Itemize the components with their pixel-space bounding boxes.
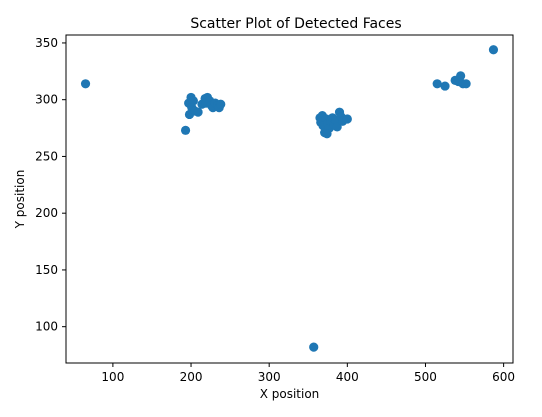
scatter-point-0	[80, 79, 91, 89]
points-layer	[80, 45, 499, 352]
scatter-point-39	[432, 79, 442, 89]
y-tick-label-3: 250	[35, 149, 58, 163]
plot-frame	[65, 34, 514, 364]
scatter-point-38	[309, 342, 319, 352]
scatter-point-33	[332, 122, 342, 132]
scatter-point-8	[193, 107, 203, 117]
scatter-point-40	[440, 81, 450, 91]
y-tick-label-2: 200	[35, 206, 58, 220]
scatter-point-43	[456, 71, 466, 81]
y-tick-label-1: 150	[35, 263, 58, 277]
x-axis-label: X position	[260, 387, 320, 401]
y-axis-label: Y position	[13, 170, 27, 230]
scatter-point-45	[461, 79, 471, 89]
scatter-point-6	[180, 125, 191, 135]
x-tick-label-1: 200	[180, 370, 203, 384]
x-tick-label-2: 300	[258, 370, 281, 384]
scatter-point-28	[322, 129, 332, 139]
scatter-point-37	[342, 114, 352, 124]
scatter-point-46	[488, 45, 499, 55]
chart-title: Scatter Plot of Detected Faces	[190, 16, 401, 32]
x-tick-label-5: 600	[492, 370, 515, 384]
ticks-layer: 100 200 300 400 500 600 100 150 200 250 300 350	[35, 36, 515, 384]
y-tick-label-4: 300	[35, 93, 58, 107]
x-tick-label-4: 500	[414, 370, 437, 384]
x-tick-label-3: 400	[336, 370, 359, 384]
x-tick-label-0: 100	[101, 370, 124, 384]
y-tick-label-5: 350	[35, 36, 58, 50]
y-tick-label-0: 100	[35, 320, 58, 334]
scatter-point-19	[216, 99, 226, 109]
